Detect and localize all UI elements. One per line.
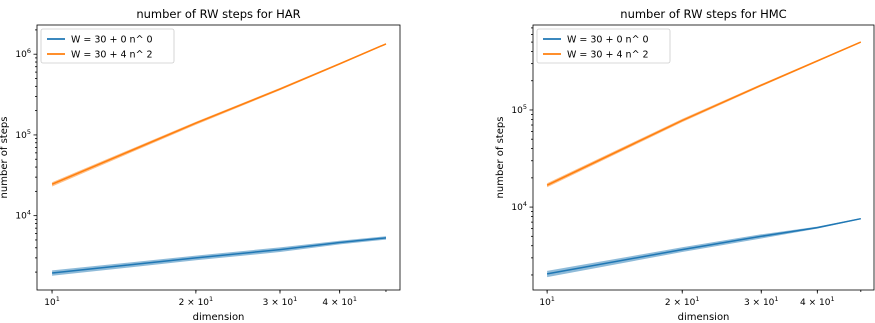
- hmc-series-1-line: [546, 41, 862, 186]
- har-chart-title: number of RW steps for HAR: [136, 7, 300, 21]
- hmc-chart-title: number of RW steps for HMC: [620, 7, 786, 21]
- hmc-legend-label-1: W = 30 + 4 n^ 2: [567, 50, 649, 61]
- har-y-tick-label: 106: [15, 47, 31, 60]
- chart-hmc: 101 2 × 101 3 × 101 4 × 101 104 105 number of …: [495, 7, 875, 323]
- har-x-tick-label: 2 × 101: [179, 295, 214, 308]
- hmc-x-tick-label: 2 × 101: [665, 295, 700, 308]
- hmc-series-0-band: [547, 218, 861, 278]
- har-series-0-line: [52, 237, 387, 274]
- har-x-axis-label: dimension: [193, 312, 245, 323]
- hmc-x-tick-label: 101: [539, 295, 555, 308]
- har-y-tick-label: 104: [15, 209, 31, 222]
- hmc-y-tick-label: 104: [511, 200, 527, 213]
- har-y-axis-label: number of steps: [0, 117, 10, 199]
- har-y-tick-label: 105: [15, 128, 31, 141]
- har-x-tick-label: 3 × 101: [263, 295, 298, 308]
- hmc-x-axis-label: dimension: [678, 312, 730, 323]
- hmc-legend-label-0: W = 30 + 0 n^ 0: [567, 35, 649, 46]
- hmc-series-0-line: [546, 217, 861, 275]
- har-axes-frame: [36, 24, 401, 291]
- har-legend-label-1: W = 30 + 4 n^ 2: [71, 50, 153, 61]
- chart-har: 101 2 × 101 3 × 101 4 × 101 104 105 106 number …: [0, 7, 401, 323]
- har-legend-label-0: W = 30 + 0 n^ 0: [71, 35, 153, 46]
- har-x-tick-label: 101: [44, 295, 60, 308]
- hmc-axes-frame: [532, 24, 875, 291]
- hmc-x-tick-label: 3 × 101: [744, 295, 779, 308]
- hmc-legend: [536, 28, 671, 64]
- har-series-1-line: [51, 43, 387, 185]
- hmc-x-tick-label: 4 × 101: [800, 295, 835, 308]
- har-x-tick-label: 4 × 101: [322, 295, 357, 308]
- hmc-y-tick-label: 105: [511, 103, 527, 116]
- hmc-y-axis-label: number of steps: [495, 117, 506, 199]
- har-legend: [40, 28, 175, 64]
